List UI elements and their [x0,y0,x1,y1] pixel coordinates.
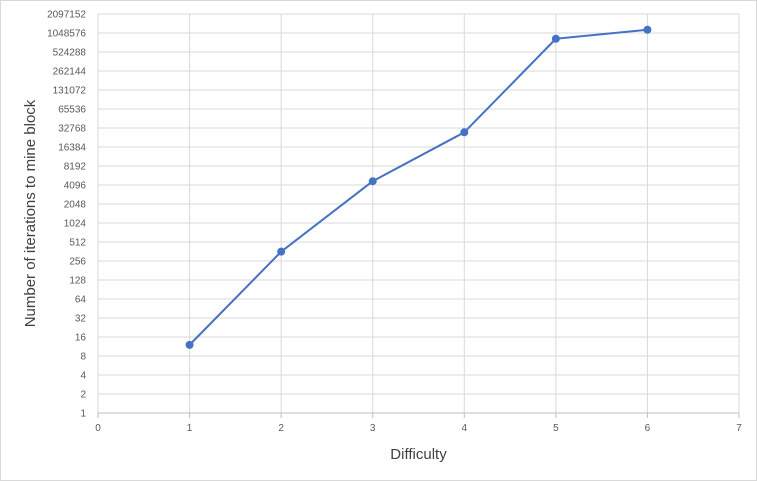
y-tick-label: 2048 [64,200,87,211]
y-tick-label: 32768 [58,124,86,135]
x-tick-label: 2 [278,423,284,434]
data-point [551,34,560,43]
vertical-gridlines [97,14,740,418]
x-tick-label: 1 [187,423,193,434]
x-tick-label: 6 [645,423,651,434]
y-tick-label: 262144 [53,67,87,78]
y-tick-label: 4 [80,371,86,382]
series-line [188,28,648,346]
data-point [277,247,286,256]
x-tick-label: 0 [95,423,101,434]
x-axis-tick-labels: 0 1 2 3 4 5 6 7 [95,423,742,434]
data-point [185,340,194,349]
y-tick-label: 16384 [58,143,86,154]
y-tick-label: 8192 [64,162,87,173]
horizontal-gridlines [98,13,739,395]
x-tick-label: 7 [736,423,742,434]
y-tick-label: 1048576 [47,29,86,40]
x-axis-title: Difficulty [390,446,447,463]
y-tick-label: 512 [69,238,86,249]
x-tick-label: 4 [462,423,468,434]
x-tick-label: 3 [370,423,376,434]
y-tick-label: 524288 [53,48,87,59]
y-tick-label: 128 [69,276,86,287]
y-tick-label: 16 [75,333,87,344]
y-tick-label: 1 [80,409,86,420]
y-tick-label: 8 [80,352,86,363]
x-tick-label: 5 [553,423,559,434]
y-tick-label: 65536 [58,105,86,116]
data-point [460,128,469,137]
y-tick-label: 4096 [64,181,87,192]
y-tick-label: 256 [69,257,86,268]
y-tick-label: 2097152 [47,10,86,21]
y-tick-label: 2 [80,390,86,401]
data-point [368,177,377,186]
data-point [643,25,652,34]
y-tick-label: 1024 [64,219,87,230]
series-group [185,25,652,349]
y-tick-label: 32 [75,314,87,325]
y-axis-tick-labels: 1 2 4 8 16 32 64 128 256 512 1024 2048 4096 8192 16384… [47,10,86,420]
y-tick-label: 64 [75,295,87,306]
y-axis-title: Number of iterations to mine block [22,99,39,327]
y-tick-label: 131072 [53,86,87,97]
